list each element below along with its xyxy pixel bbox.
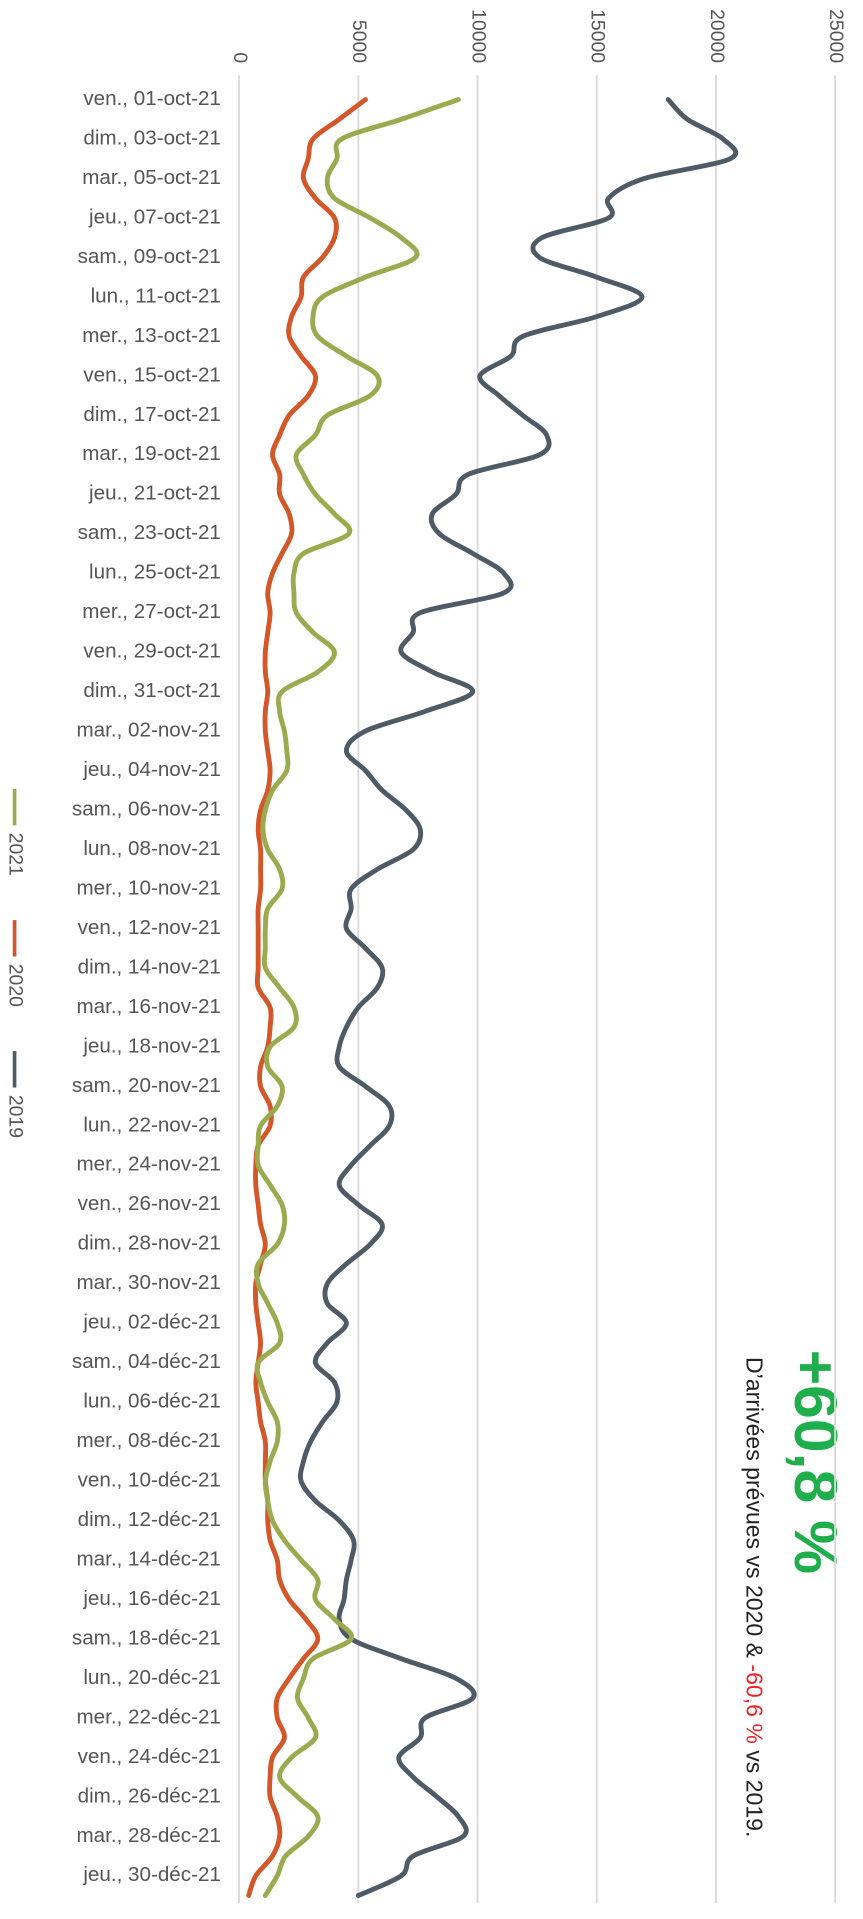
category-label: jeu., 07-oct-21: [88, 205, 221, 228]
category-label: sam., 06-nov-21: [72, 797, 221, 820]
category-label: sam., 20-nov-21: [72, 1074, 221, 1097]
legend-label: 2020: [4, 964, 26, 1007]
category-label: dim., 26-déc-21: [78, 1784, 221, 1807]
kpi-text-after: vs 2019.: [741, 1744, 767, 1838]
category-label: mar., 14-déc-21: [76, 1547, 220, 1570]
category-label: sam., 04-déc-21: [72, 1350, 221, 1373]
kpi-value: +60,8 %: [782, 1350, 850, 1574]
category-label: ven., 10-déc-21: [78, 1469, 221, 1492]
kpi-text-before: D’arrivées prévues vs 2020 &: [741, 1357, 767, 1664]
value-tick-label: 20000: [706, 9, 728, 63]
category-label: sam., 18-déc-21: [72, 1626, 221, 1649]
category-label: mer., 22-déc-21: [76, 1705, 220, 1728]
value-tick-label: 25000: [825, 9, 847, 63]
category-label: dim., 31-oct-21: [83, 679, 221, 702]
legend-label: 2021: [4, 833, 26, 876]
category-label: dim., 14-nov-21: [78, 955, 221, 978]
legend-label: 2019: [4, 1095, 26, 1138]
category-label: jeu., 30-déc-21: [82, 1863, 221, 1886]
category-label: ven., 01-oct-21: [83, 87, 221, 110]
value-tick-label: 5000: [348, 20, 370, 63]
category-label: mer., 24-nov-21: [76, 1153, 220, 1176]
category-label: lun., 20-déc-21: [83, 1666, 221, 1689]
category-label: dim., 03-oct-21: [83, 126, 221, 149]
category-label: mar., 28-déc-21: [76, 1824, 220, 1847]
category-label: mer., 27-oct-21: [82, 600, 221, 623]
kpi-highlight: -60,6 %: [741, 1664, 767, 1743]
category-label: ven., 26-nov-21: [78, 1192, 221, 1215]
series-line: [297, 97, 739, 1898]
category-label: jeu., 02-déc-21: [82, 1311, 221, 1334]
series-line: [246, 97, 368, 1898]
category-label: mar., 30-nov-21: [76, 1271, 220, 1294]
category-label: sam., 23-oct-21: [78, 521, 221, 544]
category-label: mer., 10-nov-21: [76, 876, 220, 899]
category-label: jeu., 16-déc-21: [82, 1587, 221, 1610]
kpi-text: D’arrivées prévues vs 2020 & -60,6 % vs …: [741, 1357, 767, 1837]
category-label: mer., 08-déc-21: [76, 1429, 220, 1452]
category-label: lun., 08-nov-21: [83, 837, 221, 860]
value-tick-label: 15000: [587, 9, 609, 63]
category-label: lun., 06-déc-21: [83, 1390, 221, 1413]
category-label: jeu., 18-nov-21: [82, 1034, 221, 1057]
category-label: ven., 15-oct-21: [83, 363, 221, 386]
category-label: sam., 09-oct-21: [78, 245, 221, 268]
category-label: jeu., 21-oct-21: [88, 482, 221, 505]
category-label: jeu., 04-nov-21: [82, 758, 221, 781]
value-tick-label: 10000: [467, 9, 489, 63]
category-label: mer., 13-oct-21: [82, 324, 221, 347]
category-label: ven., 12-nov-21: [78, 916, 221, 939]
category-label: dim., 12-déc-21: [78, 1508, 221, 1531]
category-label: ven., 24-déc-21: [78, 1745, 221, 1768]
category-label: mar., 02-nov-21: [76, 719, 220, 742]
category-label: mar., 19-oct-21: [82, 442, 221, 465]
category-label: mar., 16-nov-21: [76, 995, 220, 1018]
category-label: ven., 29-oct-21: [83, 640, 221, 663]
category-label: lun., 22-nov-21: [83, 1113, 221, 1136]
category-label: dim., 17-oct-21: [83, 403, 221, 426]
category-label: dim., 28-nov-21: [78, 1232, 221, 1255]
value-tick-label: 0: [229, 52, 251, 63]
series-line: [253, 97, 461, 1898]
category-label: lun., 11-oct-21: [91, 284, 221, 307]
category-label: lun., 25-oct-21: [89, 561, 221, 584]
category-label: mar., 05-oct-21: [82, 166, 221, 189]
